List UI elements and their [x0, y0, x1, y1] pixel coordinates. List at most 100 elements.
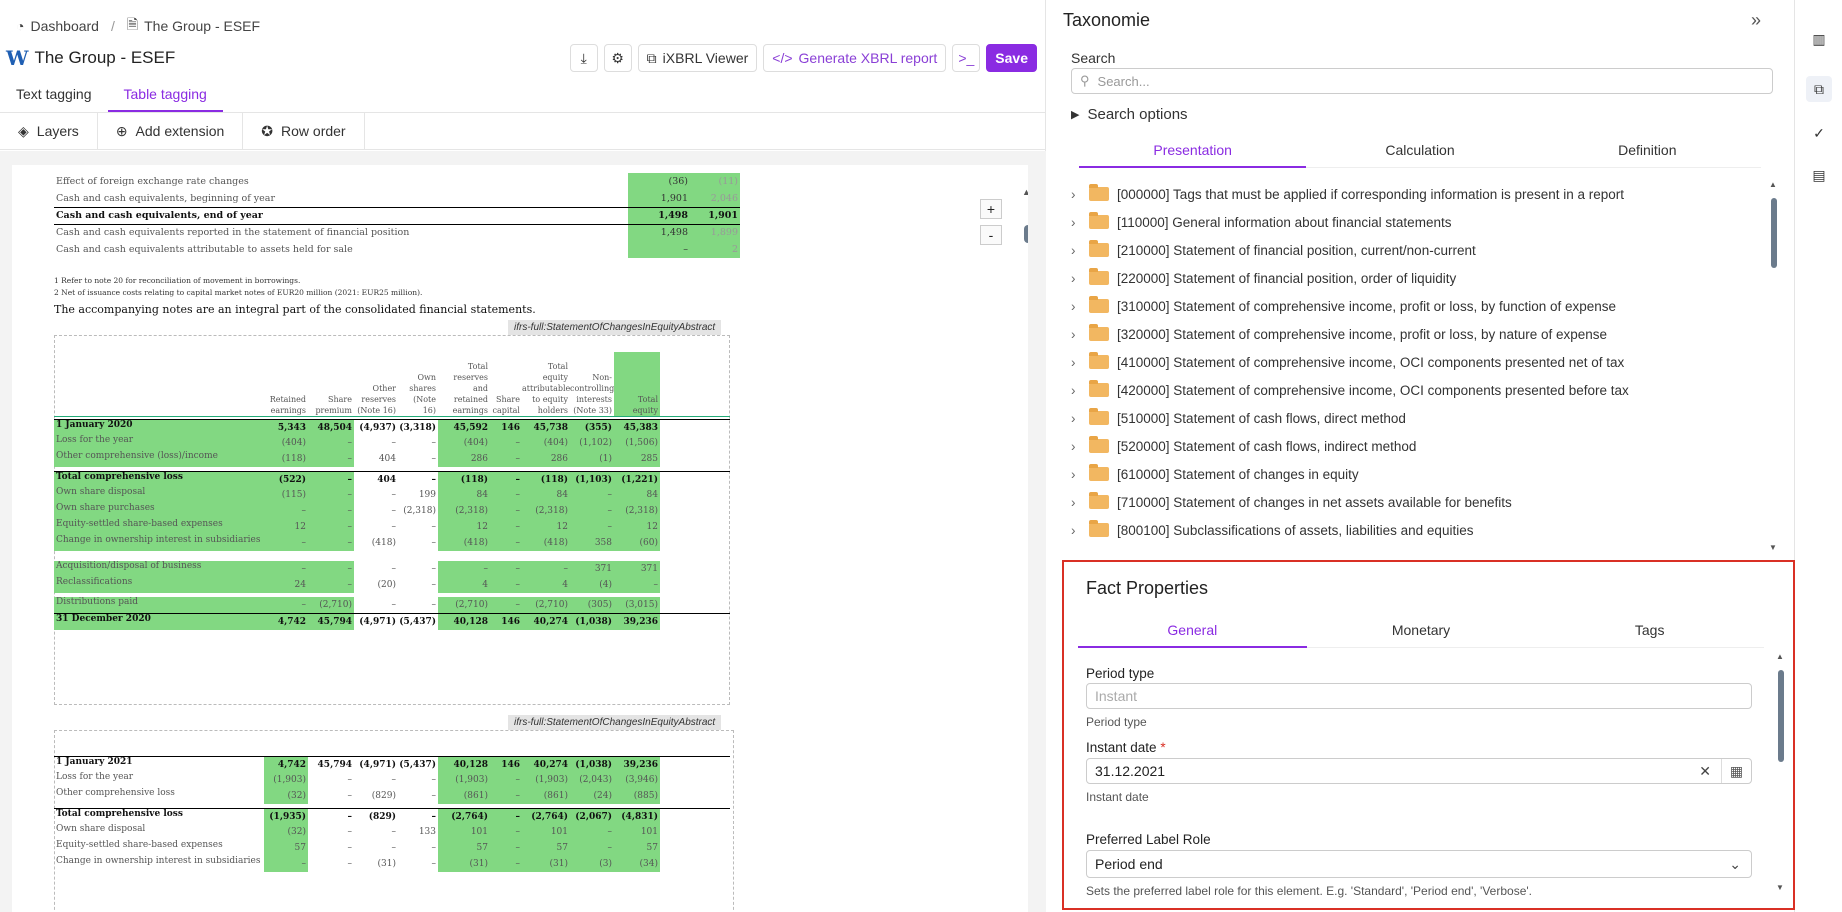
taxonomy-node[interactable]: › [420000] Statement of comprehensive inc…	[1071, 376, 1761, 404]
equity-cell[interactable]: –	[391, 827, 397, 837]
fact-scrollbar[interactable]: ▲ ▼	[1776, 652, 1786, 892]
equity-tag-label-1[interactable]: ifrs-full:StatementOfChangesInEquityAbst…	[508, 320, 722, 335]
panel-toggle-icon[interactable]: ▥	[1812, 30, 1826, 47]
settings-button[interactable]: ⚙	[603, 44, 632, 72]
equity-cell[interactable]: –	[308, 577, 354, 593]
equity-cell[interactable]: (2,318)	[438, 503, 490, 519]
calendar-icon[interactable]: ▦	[1721, 759, 1751, 783]
equity-cell[interactable]: –	[308, 435, 354, 451]
period-type-input[interactable]: Instant	[1086, 683, 1752, 709]
equity-cell[interactable]: –	[431, 843, 437, 853]
ixbrl-viewer-button[interactable]: ⧉ iXBRL Viewer	[637, 44, 758, 72]
equity-cell[interactable]: –	[308, 471, 354, 488]
equity-cell[interactable]: 12	[522, 519, 570, 535]
equity-cell[interactable]: (2,318)	[403, 506, 436, 516]
equity-cell[interactable]: (2,318)	[522, 503, 570, 519]
equity-cell[interactable]: –	[490, 788, 522, 804]
equity-cell[interactable]: –	[264, 561, 308, 577]
collapse-panel-icon[interactable]: »	[1751, 10, 1762, 30]
equity-cell[interactable]: 40,128	[438, 756, 490, 773]
chevron-right-icon[interactable]: ›	[1071, 326, 1076, 342]
equity-cell[interactable]: 371	[614, 561, 660, 577]
chevron-right-icon[interactable]: ›	[1071, 494, 1076, 510]
equity-cell[interactable]: –	[347, 843, 353, 853]
chevron-right-icon[interactable]: ›	[1071, 466, 1076, 482]
equity-cell[interactable]: –	[570, 503, 614, 519]
equity-cell[interactable]: (20)	[377, 580, 396, 590]
equity-cell[interactable]: –	[308, 487, 354, 503]
equity-cell[interactable]: (829)	[371, 791, 396, 801]
equity-cell[interactable]: 40,274	[522, 613, 570, 630]
equity-cell[interactable]: –	[431, 454, 437, 464]
equity-cell[interactable]: (115)	[264, 487, 308, 503]
taxonomy-node[interactable]: › [000000] Tags that must be applied if c…	[1071, 180, 1761, 208]
equity-cell[interactable]: –	[431, 564, 437, 574]
add-extension-button[interactable]: ⊕ Add extension	[98, 113, 244, 149]
scroll-up-arrow[interactable]: ▲	[1022, 187, 1028, 197]
cash-value-current[interactable]: 1,498	[628, 224, 690, 241]
equity-cell[interactable]: –	[308, 503, 354, 519]
equity-cell[interactable]: 146	[490, 756, 522, 773]
equity-cell[interactable]: –	[391, 522, 397, 532]
equity-cell[interactable]: 404	[378, 454, 396, 464]
equity-cell[interactable]: (4)	[570, 577, 614, 593]
tab-general[interactable]: General	[1078, 622, 1307, 648]
chevron-right-icon[interactable]: ›	[1071, 438, 1076, 454]
equity-cell[interactable]: –	[264, 503, 308, 519]
equity-cell[interactable]: (31)	[438, 856, 490, 872]
preferred-label-role-select[interactable]: Period end ⌄	[1086, 850, 1752, 878]
equity-cell[interactable]: 12	[264, 519, 308, 535]
equity-cell[interactable]: (355)	[570, 419, 614, 436]
equity-cell[interactable]: 4,742	[264, 613, 308, 630]
equity-cell[interactable]: 199	[418, 490, 436, 500]
breadcrumb-current[interactable]: The Group - ESEF	[144, 18, 261, 34]
equity-cell[interactable]: 285	[614, 451, 660, 467]
equity-cell[interactable]: (885)	[614, 788, 660, 804]
cash-value-prior[interactable]: (11)	[690, 173, 740, 190]
equity-cell[interactable]: –	[431, 438, 437, 448]
equity-cell[interactable]: 286	[522, 451, 570, 467]
scroll-up-icon[interactable]: ▲	[1769, 180, 1777, 189]
equity-cell[interactable]: 45,794	[317, 759, 352, 770]
equity-cell[interactable]: (2,710)	[522, 597, 570, 613]
equity-cell[interactable]: –	[490, 824, 522, 840]
equity-cell[interactable]: –	[614, 577, 660, 593]
tab-calculation[interactable]: Calculation	[1306, 142, 1534, 168]
equity-cell[interactable]: (4,831)	[614, 808, 660, 825]
equity-cell[interactable]: –	[391, 438, 397, 448]
tab-text-tagging[interactable]: Text tagging	[16, 86, 92, 102]
equity-cell[interactable]: (1,038)	[570, 756, 614, 773]
equity-cell[interactable]: –	[391, 490, 397, 500]
equity-cell[interactable]: (60)	[614, 535, 660, 551]
taxonomy-node[interactable]: › [410000] Statement of comprehensive inc…	[1071, 348, 1761, 376]
equity-cell[interactable]: (5,437)	[399, 616, 436, 627]
document-viewport[interactable]: Effect of foreign exchange rate changes (…	[0, 151, 1046, 912]
equity-cell[interactable]: (305)	[570, 597, 614, 613]
fact-scroll-down-icon[interactable]: ▼	[1776, 883, 1784, 892]
equity-cell[interactable]: 4	[438, 577, 490, 593]
equity-cell[interactable]: –	[490, 561, 522, 577]
equity-cell[interactable]: 146	[490, 613, 522, 630]
generate-xbrl-button[interactable]: </> Generate XBRL report	[763, 44, 947, 72]
equity-cell[interactable]: (118)	[264, 451, 308, 467]
tab-monetary[interactable]: Monetary	[1306, 622, 1536, 648]
equity-cell[interactable]: 4,742	[264, 756, 308, 773]
equity-cell[interactable]: 57	[614, 840, 660, 856]
equity-cell[interactable]: 4	[522, 577, 570, 593]
equity-cell[interactable]: –	[431, 580, 437, 590]
breadcrumb-dashboard[interactable]: Dashboard	[30, 18, 99, 34]
equity-cell[interactable]: (1,506)	[614, 435, 660, 451]
equity-cell[interactable]: (1,903)	[264, 772, 308, 788]
equity-cell[interactable]: 24	[264, 577, 308, 593]
equity-cell[interactable]: (1)	[570, 451, 614, 467]
equity-cell[interactable]: –	[431, 859, 437, 869]
chevron-right-icon[interactable]: ›	[1071, 298, 1076, 314]
equity-cell[interactable]: –	[391, 775, 397, 785]
equity-cell[interactable]: –	[431, 600, 437, 610]
equity-cell[interactable]: –	[490, 503, 522, 519]
cash-value-current[interactable]: 1,498	[628, 206, 690, 225]
taxonomy-scrollbar-thumb[interactable]	[1771, 198, 1777, 268]
equity-cell[interactable]: –	[264, 597, 308, 613]
cash-value-prior[interactable]: 2	[690, 241, 740, 258]
search-options-toggle[interactable]: ▶ Search options	[1071, 106, 1188, 123]
